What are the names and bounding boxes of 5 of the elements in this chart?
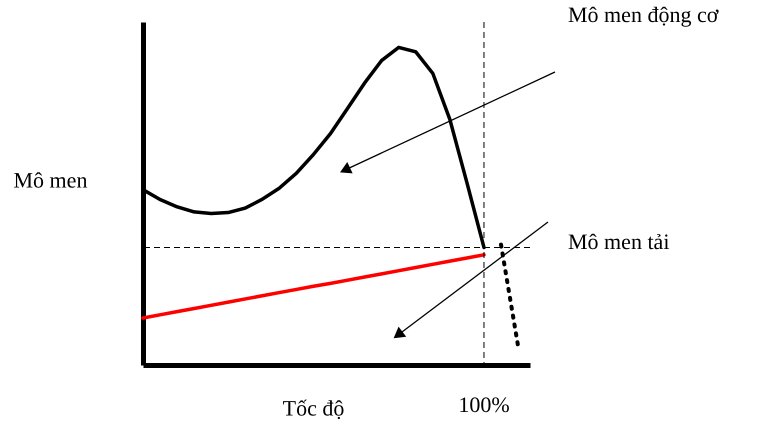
text: Mô men tải: [568, 229, 670, 254]
y-axis-title: Mô men: [14, 168, 88, 192]
x-axis-title: Tốc độ: [282, 396, 344, 420]
text: 100%: [458, 392, 510, 417]
text: Mô men động cơ: [568, 2, 719, 27]
